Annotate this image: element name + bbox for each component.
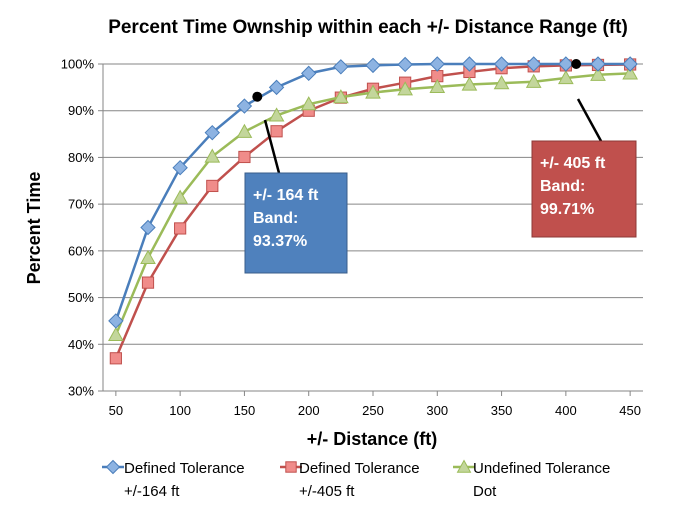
data-point-1 [140, 219, 156, 236]
data-point-3 [558, 69, 574, 85]
chart-title: Percent Time Ownship within each +/- Dis… [108, 17, 628, 38]
data-point-1 [236, 98, 253, 114]
data-point-2 [270, 125, 283, 138]
x-tick-label: 250 [362, 403, 384, 418]
data-point-2 [109, 352, 122, 365]
y-tick-label: 90% [68, 103, 94, 118]
callout-2: +/- 405 ft Band: 99.71% [531, 59, 637, 238]
data-point-3 [397, 81, 413, 96]
data-point-3 [172, 189, 188, 204]
legend-label: Defined Tolerance [299, 460, 420, 477]
x-tick-label: 50 [109, 403, 123, 418]
legend-label: Defined Tolerance [124, 460, 245, 477]
gridlines [103, 63, 643, 345]
series-3 [108, 65, 638, 342]
y-tick-label: 40% [68, 337, 94, 352]
data-point-1 [429, 56, 445, 72]
x-tick-label: 150 [234, 403, 256, 418]
y-tick-label: 30% [68, 384, 94, 399]
data-point-2 [174, 222, 187, 235]
data-point-1 [622, 56, 638, 72]
data-point-1 [268, 79, 285, 96]
callout-text-line: Band: [540, 178, 585, 195]
callout-leader-line [576, 98, 603, 142]
data-point-1 [365, 57, 381, 74]
callout-leader-line [263, 119, 281, 174]
legend-label: Undefined Tolerance [473, 460, 610, 477]
data-point-2 [206, 179, 219, 193]
data-point-3 [300, 96, 317, 111]
data-point-3 [590, 66, 606, 81]
callout-point-dot [571, 59, 582, 69]
x-tick-label: 300 [426, 403, 448, 418]
legend-marker [285, 461, 297, 473]
data-point-1 [461, 56, 478, 72]
data-point-3 [429, 78, 446, 93]
callout-text-line: 99.71% [540, 201, 594, 218]
legend-label: +/-405 ft [299, 483, 355, 500]
data-point-1 [204, 124, 220, 141]
data-point-3 [333, 89, 349, 104]
x-tick-label: 100 [169, 403, 191, 418]
legend-marker [456, 459, 472, 473]
legend-item-2: Defined Tolerance +/-405 ft [280, 460, 420, 500]
y-tick-label: 50% [68, 290, 94, 305]
callout-box [531, 140, 637, 238]
data-point-3 [204, 148, 221, 163]
data-point-1 [108, 313, 124, 329]
annotations: +/- 164 ft Band: 93.37% +/- 405 ft Band: 99.7… [244, 59, 637, 274]
data-point-3 [140, 249, 156, 264]
x-axis-title: +/- Distance (ft) [307, 429, 438, 449]
data-point-3 [236, 123, 253, 138]
y-axis-title: Percent Time [24, 172, 44, 285]
data-point-1 [526, 56, 542, 72]
data-point-3 [268, 107, 285, 122]
callout-point-dot [252, 91, 263, 102]
x-tick-label: 350 [491, 403, 513, 418]
y-tick-label: 100% [61, 57, 95, 72]
callout-text-line: +/- 405 ft [540, 155, 606, 172]
legend-label: +/-164 ft [124, 483, 180, 500]
x-tick-label: 450 [619, 403, 641, 418]
series-layer [108, 56, 638, 365]
data-point-1 [172, 159, 188, 176]
y-tick-label: 60% [68, 243, 94, 258]
callout-text-line: Band: [253, 210, 298, 227]
x-tick-label: 400 [555, 403, 577, 418]
axes: 30% 40% 50% 60% 70% 80% 90% 100% 50 100 150 200 250 3… [61, 57, 643, 418]
data-point-3 [525, 73, 542, 88]
callout-box [244, 172, 348, 274]
x-tick-label: 200 [298, 403, 320, 418]
legend-marker [105, 459, 121, 475]
legend-label: Dot [473, 483, 497, 500]
data-point-1 [397, 56, 413, 73]
callout-1: +/- 164 ft Band: 93.37% [244, 91, 348, 274]
data-point-3 [108, 326, 124, 342]
data-point-2 [238, 150, 251, 164]
data-point-1 [333, 59, 349, 75]
series-1 [108, 56, 638, 329]
data-point-1 [590, 56, 606, 72]
data-point-2 [141, 276, 155, 289]
y-tick-label: 80% [68, 150, 94, 165]
callout-text-line: +/- 164 ft [253, 187, 319, 204]
callout-text-line: 93.37% [253, 233, 307, 250]
legend-item-1: Defined Tolerance +/-164 ft [102, 459, 245, 500]
data-point-3 [493, 75, 510, 90]
data-point-3 [365, 84, 381, 99]
y-tick-label: 70% [68, 197, 94, 212]
data-point-3 [461, 76, 478, 91]
data-point-1 [493, 56, 510, 72]
data-point-1 [301, 65, 317, 82]
legend-item-3: Undefined Tolerance Dot [453, 459, 610, 500]
data-point-3 [622, 65, 638, 80]
data-point-1 [558, 56, 574, 72]
